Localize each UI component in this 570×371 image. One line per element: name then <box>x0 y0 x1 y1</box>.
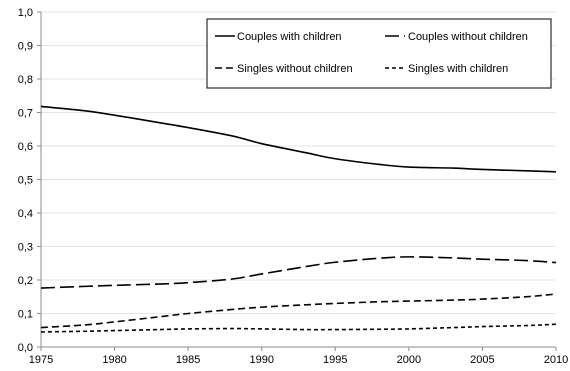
x-tick-label: 1975 <box>29 354 53 366</box>
series-line-couples-without-children <box>40 256 557 289</box>
x-tick-labels: 1975 1980 1985 1990 1995 2000 2005 2010 <box>29 347 568 366</box>
legend-label-couples-with-children: Couples with children <box>237 31 342 43</box>
x-tick-label: 1980 <box>102 354 126 366</box>
legend-label-singles-with-children: Singles with children <box>408 63 508 75</box>
y-tick-label: 0,1 <box>18 309 33 321</box>
series-lines <box>40 105 557 333</box>
x-tick-label: 1995 <box>323 354 347 366</box>
legend: Couples with children Couples without ch… <box>206 18 552 89</box>
y-tick-label: 0,3 <box>18 242 33 254</box>
x-tick-label: 1990 <box>249 354 273 366</box>
y-tick-label: 0,8 <box>18 74 33 86</box>
y-tick-label: 1,0 <box>18 7 33 19</box>
y-tick-label: 0,6 <box>18 141 33 153</box>
x-tick-label: 2005 <box>470 354 494 366</box>
legend-label-singles-without-children: Singles without children <box>237 63 353 75</box>
legend-box <box>206 18 552 89</box>
y-tick-label: 0,0 <box>18 342 33 354</box>
y-tick-label: 0,5 <box>18 175 33 187</box>
y-tick-label: 0,2 <box>18 275 33 287</box>
series-line-singles-without-children <box>40 293 557 329</box>
series-line-singles-with-children <box>40 323 557 333</box>
x-tick-label: 2010 <box>544 354 568 366</box>
y-tick-labels: 0,0 0,1 0,2 0,3 0,4 0,5 0,6 0,7 0,8 0,9 1,0 <box>18 7 41 354</box>
x-tick-label: 2000 <box>397 354 421 366</box>
y-tick-label: 0,4 <box>18 208 33 220</box>
x-tick-label: 1985 <box>176 354 200 366</box>
legend-label-couples-without-children: Couples without children <box>408 31 528 43</box>
y-tick-label: 0,7 <box>18 108 33 120</box>
series-line-couples-with-children <box>40 105 557 173</box>
y-tick-label: 0,9 <box>18 41 33 53</box>
